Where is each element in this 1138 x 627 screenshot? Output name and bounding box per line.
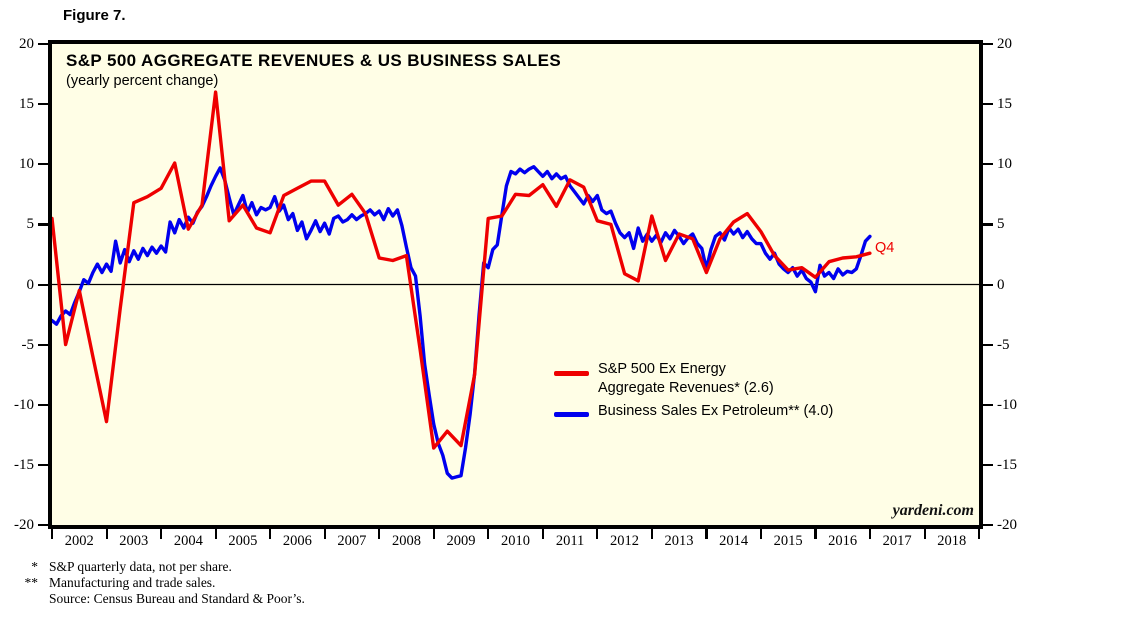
y-axis-label-right: -10 [997, 396, 1017, 413]
footnote-2-text: Manufacturing and trade sales. [49, 575, 216, 590]
q4-annotation: Q4 [875, 240, 895, 256]
x-axis-tick [923, 529, 926, 539]
y-axis-tick-left [38, 163, 48, 166]
x-axis-tick [868, 529, 872, 539]
legend-business-sales-line1: Business Sales Ex Petroleum** (4.0) [598, 403, 834, 419]
plot-area: S&P 500 AGGREGATE REVENUES & US BUSINESS… [48, 40, 983, 529]
chart-title: S&P 500 AGGREGATE REVENUES & US BUSINESS… [66, 51, 562, 70]
x-axis-tick [978, 529, 981, 539]
y-axis-tick-left [38, 283, 48, 286]
y-axis-tick-right [983, 343, 993, 346]
watermark: yardeni.com [892, 502, 974, 519]
y-axis-tick-right [983, 163, 993, 166]
x-axis-tick [214, 529, 217, 539]
x-axis-tick [596, 529, 599, 539]
footnote-2-marker: ** [24, 575, 39, 590]
y-axis-label-left: -5 [21, 336, 35, 353]
x-axis-tick [487, 529, 490, 539]
y-axis-tick-right [983, 524, 993, 527]
x-axis-tick [541, 529, 544, 539]
x-axis-year-label: 2005 [228, 533, 258, 549]
x-axis-year-label: 2008 [391, 533, 421, 549]
y-axis-label-left: 0 [26, 276, 35, 293]
y-axis-label-right: 0 [997, 276, 1005, 293]
y-axis-label-left: 20 [19, 36, 34, 52]
x-axis-year-label: 2016 [828, 533, 858, 549]
x-axis-year-label: 2015 [773, 533, 803, 549]
legend-sp500-line2: Aggregate Revenues* (2.6) [598, 380, 774, 396]
y-axis-tick-right [983, 463, 993, 467]
x-axis-tick [105, 529, 108, 539]
figure-label: Figure 7. [63, 7, 126, 24]
y-axis-label-right: -5 [997, 336, 1010, 353]
y-axis-label-left: 5 [26, 216, 35, 233]
x-axis-year-label: 2010 [500, 533, 530, 549]
x-axis-year-label: 2002 [64, 533, 94, 549]
y-axis-tick-left [38, 43, 48, 46]
y-axis-label-left: 15 [19, 96, 34, 113]
y-axis-tick-left [38, 223, 48, 226]
x-axis-year-label: 2003 [119, 533, 149, 549]
x-axis-tick [650, 529, 653, 539]
y-axis-label-right: -20 [997, 517, 1017, 533]
footnotes: * S&P quarterly data, not per share. ** … [0, 559, 305, 607]
footnote-1-marker: * [31, 559, 38, 574]
x-axis-year-label: 2009 [446, 533, 476, 549]
y-axis-label-left: -10 [14, 396, 34, 413]
y-axis-label-left: -20 [14, 517, 34, 533]
y-axis-label-right: 15 [997, 96, 1012, 113]
x-axis-tick [705, 529, 708, 539]
footnote-source: Source: Census Bureau and Standard & Poo… [0, 591, 305, 607]
x-axis-year-label: 2011 [555, 533, 585, 549]
footnote-2: ** Manufacturing and trade sales. [0, 575, 305, 591]
footnote-1: * S&P quarterly data, not per share. [0, 559, 305, 575]
footnote-1-text: S&P quarterly data, not per share. [49, 559, 232, 574]
legend-label-sp500: S&P 500 Ex Energy Aggregate Revenues* (2… [598, 360, 774, 398]
x-axis-tick [814, 529, 817, 539]
x-axis-tick [51, 529, 54, 539]
chart-canvas [52, 90, 979, 480]
x-axis-tick [160, 529, 163, 539]
y-axis-tick-right [983, 283, 993, 286]
x-axis-tick [269, 529, 272, 539]
sp500-revenues-line [52, 90, 872, 450]
y-axis-label-right: 20 [997, 36, 1012, 52]
y-axis-tick-right [983, 43, 993, 46]
y-axis-tick-left [38, 403, 48, 406]
y-axis-label-right: 10 [997, 156, 1012, 173]
x-axis-year-label: 2014 [719, 533, 749, 549]
x-axis-year-label: 2012 [610, 533, 640, 549]
y-axis-tick-left [38, 343, 48, 346]
blue-line-swatch [554, 412, 589, 417]
x-axis-tick [432, 529, 435, 539]
y-axis-label-right: 5 [997, 216, 1005, 233]
x-axis-year-label: 2013 [664, 533, 694, 549]
y-axis-tick-left [38, 463, 48, 467]
y-axis-label-left: -15 [14, 456, 34, 473]
legend-sp500-line1: S&P 500 Ex Energy [598, 361, 726, 377]
footnote-source-text: Source: Census Bureau and Standard & Poo… [49, 591, 305, 606]
red-line-swatch [554, 371, 589, 376]
x-axis-tick [323, 529, 326, 539]
y-axis-tick-right [983, 403, 993, 406]
y-axis-tick-left [38, 524, 48, 527]
y-axis-tick-right [983, 103, 993, 106]
y-axis-label-right: -15 [997, 456, 1017, 473]
footnote-source-marker [0, 591, 38, 607]
x-axis-tick [378, 529, 381, 539]
x-axis-tick [759, 529, 763, 539]
y-axis-tick-right [983, 223, 993, 226]
x-axis-year-label: 2007 [337, 533, 367, 549]
business-sales-line [52, 164, 872, 480]
x-axis-year-label: 2017 [882, 533, 912, 549]
y-axis-label-left: 10 [19, 156, 34, 173]
y-axis-tick-left [38, 103, 48, 106]
x-axis-year-label: 2018 [937, 533, 967, 549]
x-axis-year-label: 2006 [282, 533, 312, 549]
x-axis-year-label: 2004 [173, 533, 203, 549]
legend-label-business-sales: Business Sales Ex Petroleum** (4.0) [598, 402, 833, 421]
chart-subtitle: (yearly percent change) [66, 73, 219, 89]
